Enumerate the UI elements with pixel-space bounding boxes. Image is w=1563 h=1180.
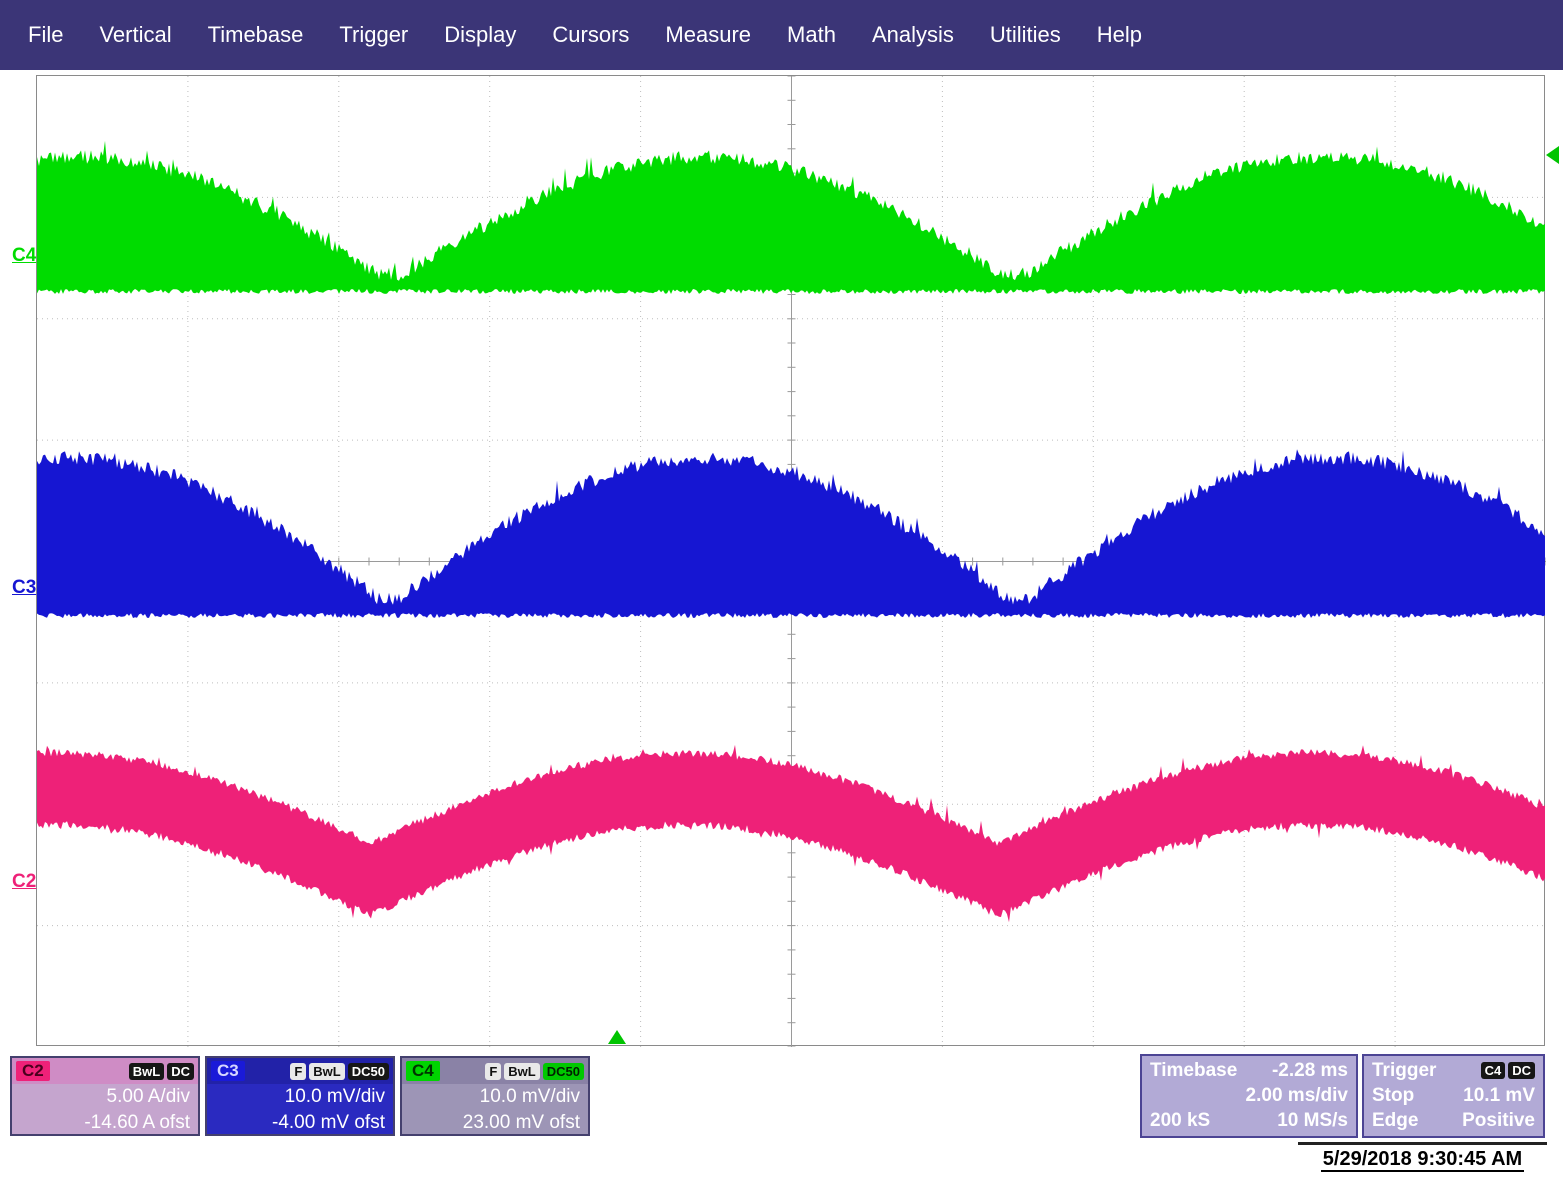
channel-marker-c4-label: C4 bbox=[12, 245, 36, 266]
c3-volts-per-div: 10.0 mV/div bbox=[207, 1084, 393, 1110]
timebase-sample-rate: 10 MS/s bbox=[1277, 1108, 1348, 1133]
badge-dc: DC bbox=[167, 1063, 194, 1080]
c3-offset: -4.00 mV ofst bbox=[207, 1110, 393, 1136]
menu-item-utilities[interactable]: Utilities bbox=[990, 22, 1061, 48]
badge-bwl: BwL bbox=[309, 1063, 344, 1080]
menu-item-help[interactable]: Help bbox=[1097, 22, 1142, 48]
channel-descriptor-c2[interactable]: C2 BwL DC 5.00 A/div -14.60 A ofst bbox=[10, 1056, 200, 1136]
channel-descriptor-c4[interactable]: C4 F BwL DC50 10.0 mV/div 23.00 mV ofst bbox=[400, 1056, 590, 1136]
menu-item-cursors[interactable]: Cursors bbox=[552, 22, 629, 48]
trigger-panel[interactable]: Trigger C4 DC Stop 10.1 mV Edge Positive bbox=[1362, 1054, 1545, 1138]
channel-name-c2: C2 bbox=[16, 1061, 50, 1081]
channel-marker-c3[interactable]: C3 bbox=[12, 578, 36, 598]
trigger-time-arrow-icon[interactable] bbox=[608, 1030, 626, 1044]
trigger-slope: Positive bbox=[1462, 1108, 1535, 1133]
waveform-canvas bbox=[37, 76, 1546, 1047]
menu-item-display[interactable]: Display bbox=[444, 22, 516, 48]
c2-offset: -14.60 A ofst bbox=[12, 1110, 198, 1136]
badge-dc50: DC50 bbox=[348, 1063, 389, 1080]
menu-item-trigger[interactable]: Trigger bbox=[339, 22, 408, 48]
channel-descriptor-c2-header: C2 BwL DC bbox=[12, 1058, 198, 1084]
datetime-text: 5/29/2018 9:30:45 AM bbox=[1321, 1148, 1524, 1172]
c2-volts-per-div: 5.00 A/div bbox=[12, 1084, 198, 1110]
channel-descriptor-c3[interactable]: C3 F BwL DC50 10.0 mV/div -4.00 mV ofst bbox=[205, 1056, 395, 1136]
menu-item-timebase[interactable]: Timebase bbox=[208, 22, 304, 48]
trigger-coupling-badge: DC bbox=[1508, 1062, 1535, 1079]
badge-f: F bbox=[290, 1063, 306, 1080]
timebase-panel[interactable]: Timebase -2.28 ms 2.00 ms/div 200 kS 10 … bbox=[1140, 1054, 1358, 1138]
channel-badges-c3: F BwL DC50 bbox=[290, 1063, 389, 1080]
channel-descriptor-c3-header: C3 F BwL DC50 bbox=[207, 1058, 393, 1084]
timebase-title: Timebase bbox=[1150, 1058, 1237, 1083]
channel-badges-c2: BwL DC bbox=[129, 1063, 194, 1080]
c4-volts-per-div: 10.0 mV/div bbox=[402, 1084, 588, 1110]
badge-f: F bbox=[485, 1063, 501, 1080]
channel-name-c3: C3 bbox=[211, 1061, 245, 1081]
menu-item-measure[interactable]: Measure bbox=[665, 22, 751, 48]
trigger-source-badge: C4 bbox=[1481, 1062, 1506, 1079]
trigger-badges: C4 DC bbox=[1481, 1062, 1535, 1079]
timebase-delay: -2.28 ms bbox=[1272, 1058, 1348, 1083]
channel-descriptor-c4-header: C4 F BwL DC50 bbox=[402, 1058, 588, 1084]
menu-item-analysis[interactable]: Analysis bbox=[872, 22, 954, 48]
channel-badges-c4: F BwL DC50 bbox=[485, 1063, 584, 1080]
menu-item-vertical[interactable]: Vertical bbox=[99, 22, 171, 48]
menu-item-math[interactable]: Math bbox=[787, 22, 836, 48]
timebase-samples: 200 kS bbox=[1150, 1108, 1210, 1133]
badge-bwl: BwL bbox=[504, 1063, 539, 1080]
datetime-display: 5/29/2018 9:30:45 AM bbox=[1298, 1142, 1547, 1171]
trigger-level: 10.1 mV bbox=[1463, 1083, 1535, 1108]
channel-marker-c3-label: C3 bbox=[12, 577, 36, 598]
waveform-display bbox=[36, 75, 1545, 1046]
menu-bar: File Vertical Timebase Trigger Display C… bbox=[0, 0, 1563, 70]
menu-item-file[interactable]: File bbox=[28, 22, 63, 48]
trigger-mode: Stop bbox=[1372, 1083, 1414, 1108]
c4-offset: 23.00 mV ofst bbox=[402, 1110, 588, 1136]
channel-name-c4: C4 bbox=[406, 1061, 440, 1081]
badge-bwl: BwL bbox=[129, 1063, 164, 1080]
trigger-title: Trigger bbox=[1372, 1058, 1436, 1083]
timebase-per-div: 2.00 ms/div bbox=[1246, 1083, 1348, 1108]
trigger-level-arrow-icon[interactable] bbox=[1546, 146, 1559, 164]
trigger-type: Edge bbox=[1372, 1108, 1418, 1133]
channel-marker-c2[interactable]: C2 bbox=[12, 872, 36, 892]
channel-marker-c4[interactable]: C4 bbox=[12, 246, 36, 266]
channel-marker-c2-label: C2 bbox=[12, 871, 36, 892]
badge-dc50: DC50 bbox=[543, 1063, 584, 1080]
